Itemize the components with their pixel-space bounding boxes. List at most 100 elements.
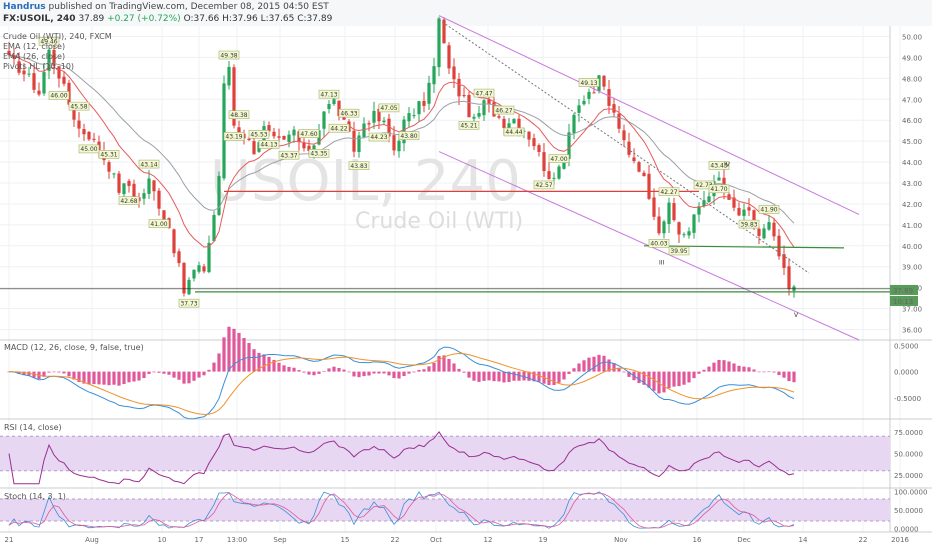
macd-histogram-bar xyxy=(162,371,166,374)
candle xyxy=(762,228,766,239)
time-tick-label: 15 xyxy=(341,536,350,544)
main-legend: Crude Oil (WTI), 240, FXCM EMA (12, clos… xyxy=(3,32,112,72)
symbol-label[interactable]: FX:USOIL, 240 xyxy=(3,14,76,24)
candle xyxy=(392,135,396,151)
macd-histogram-bar xyxy=(122,371,126,385)
candle xyxy=(697,206,701,215)
author-link[interactable]: Handrus xyxy=(3,2,46,12)
stoch-label[interactable]: Stoch (14, 3, 1) xyxy=(4,492,66,501)
macd-histogram-bar xyxy=(567,371,571,375)
pivot-low-label: 43.35 xyxy=(310,151,327,158)
candle xyxy=(237,127,241,133)
candle xyxy=(432,66,436,85)
macd-histogram-bar xyxy=(232,328,236,372)
candle xyxy=(437,18,441,68)
pivot-low-box xyxy=(648,239,670,248)
candle xyxy=(147,178,151,194)
candle xyxy=(172,229,176,254)
legend-pivots[interactable]: Pivots HL (10, 10) xyxy=(3,62,75,71)
macd-histogram-bar xyxy=(747,367,751,372)
pivot-low-label: 45.00 xyxy=(80,146,97,153)
candle xyxy=(302,142,306,149)
macd-histogram-bar xyxy=(152,371,156,373)
candle xyxy=(622,130,626,141)
macd-histogram-bar xyxy=(637,371,641,384)
macd-histogram-bar xyxy=(792,371,796,383)
pivot-low-box xyxy=(398,131,420,140)
rsi-tick-label: 50.0000 xyxy=(894,451,923,459)
legend-ema12[interactable]: EMA (12, close) xyxy=(3,42,66,51)
candle xyxy=(207,242,211,273)
countdown-badge-text: 10:13 xyxy=(893,298,913,306)
candle xyxy=(642,172,646,177)
candle xyxy=(482,100,486,116)
candle xyxy=(92,138,96,140)
macd-histogram-bar xyxy=(107,371,111,386)
macd-histogram-bar xyxy=(347,371,351,373)
price-tick-label: 48.00 xyxy=(902,75,922,83)
candle xyxy=(57,66,61,79)
publish-info: published on TradingView.com, December 0… xyxy=(48,2,329,12)
candle xyxy=(197,265,201,272)
candle xyxy=(322,111,326,129)
macd-label[interactable]: MACD (12, 26, close, 9, false, true) xyxy=(4,343,144,352)
pivot-low-label: 46.00 xyxy=(50,93,67,100)
time-tick-label: 14 xyxy=(799,536,808,544)
last-price-badge-text: 37.89 xyxy=(893,287,913,295)
pivot-high-label: 42.73 xyxy=(695,182,712,189)
wave-label-v: V xyxy=(794,312,799,319)
macd-histogram-bar xyxy=(597,354,601,372)
macd-histogram-bar xyxy=(627,371,631,377)
candle xyxy=(607,89,611,106)
candle xyxy=(252,141,256,155)
macd-line xyxy=(8,346,795,420)
macd-histogram-bar xyxy=(142,371,146,379)
macd-histogram-bar xyxy=(227,326,231,372)
macd-histogram-bar xyxy=(222,337,226,372)
candle xyxy=(227,66,231,86)
macd-histogram-bar xyxy=(97,371,101,385)
pivot-low-box xyxy=(368,132,390,142)
candle xyxy=(37,90,41,95)
macd-histogram-bar xyxy=(447,359,451,372)
macd-histogram-bar xyxy=(777,371,781,376)
candle xyxy=(382,120,386,123)
candle xyxy=(657,216,661,234)
candle xyxy=(517,118,521,129)
stoch-tick-label: 0.0000 xyxy=(894,525,919,533)
rsi-label[interactable]: RSI (14, close) xyxy=(4,423,62,432)
macd-histogram-bar xyxy=(422,369,426,372)
candle xyxy=(377,108,381,122)
pivot-low-box xyxy=(738,219,760,229)
pivot-high-label: 42.27 xyxy=(660,189,677,196)
rsi-line xyxy=(8,430,795,485)
macd-histogram-bar xyxy=(722,360,726,372)
candle xyxy=(627,141,631,155)
candle xyxy=(292,129,296,136)
macd-histogram-bar xyxy=(157,371,161,373)
macd-histogram-bar xyxy=(302,371,306,373)
macd-histogram-bar xyxy=(372,371,376,374)
macd-histogram-bar xyxy=(507,371,511,383)
pivot-low-box xyxy=(48,91,70,100)
macd-histogram-bar xyxy=(772,371,776,373)
time-tick-label: 21 xyxy=(5,536,14,544)
candle xyxy=(442,19,446,44)
stoch-band xyxy=(0,499,890,521)
candle xyxy=(537,145,541,152)
watermark-name: Crude Oil (WTI) xyxy=(355,209,523,234)
pivot-low-label: 39.95 xyxy=(670,248,687,255)
macd-histogram-bar xyxy=(137,371,141,381)
pivot-low-box xyxy=(533,180,555,190)
legend-title[interactable]: Crude Oil (WTI), 240, FXCM xyxy=(3,32,112,41)
macd-histogram-bar xyxy=(562,371,566,380)
legend-ema26[interactable]: EMA (26, close) xyxy=(3,52,66,61)
pivot-line xyxy=(643,245,845,249)
candle xyxy=(77,120,81,129)
macd-histogram-bar xyxy=(242,337,246,372)
candle xyxy=(32,73,36,90)
macd-histogram-bar xyxy=(727,361,731,372)
candle xyxy=(572,114,576,134)
macd-histogram-bar xyxy=(47,371,51,373)
